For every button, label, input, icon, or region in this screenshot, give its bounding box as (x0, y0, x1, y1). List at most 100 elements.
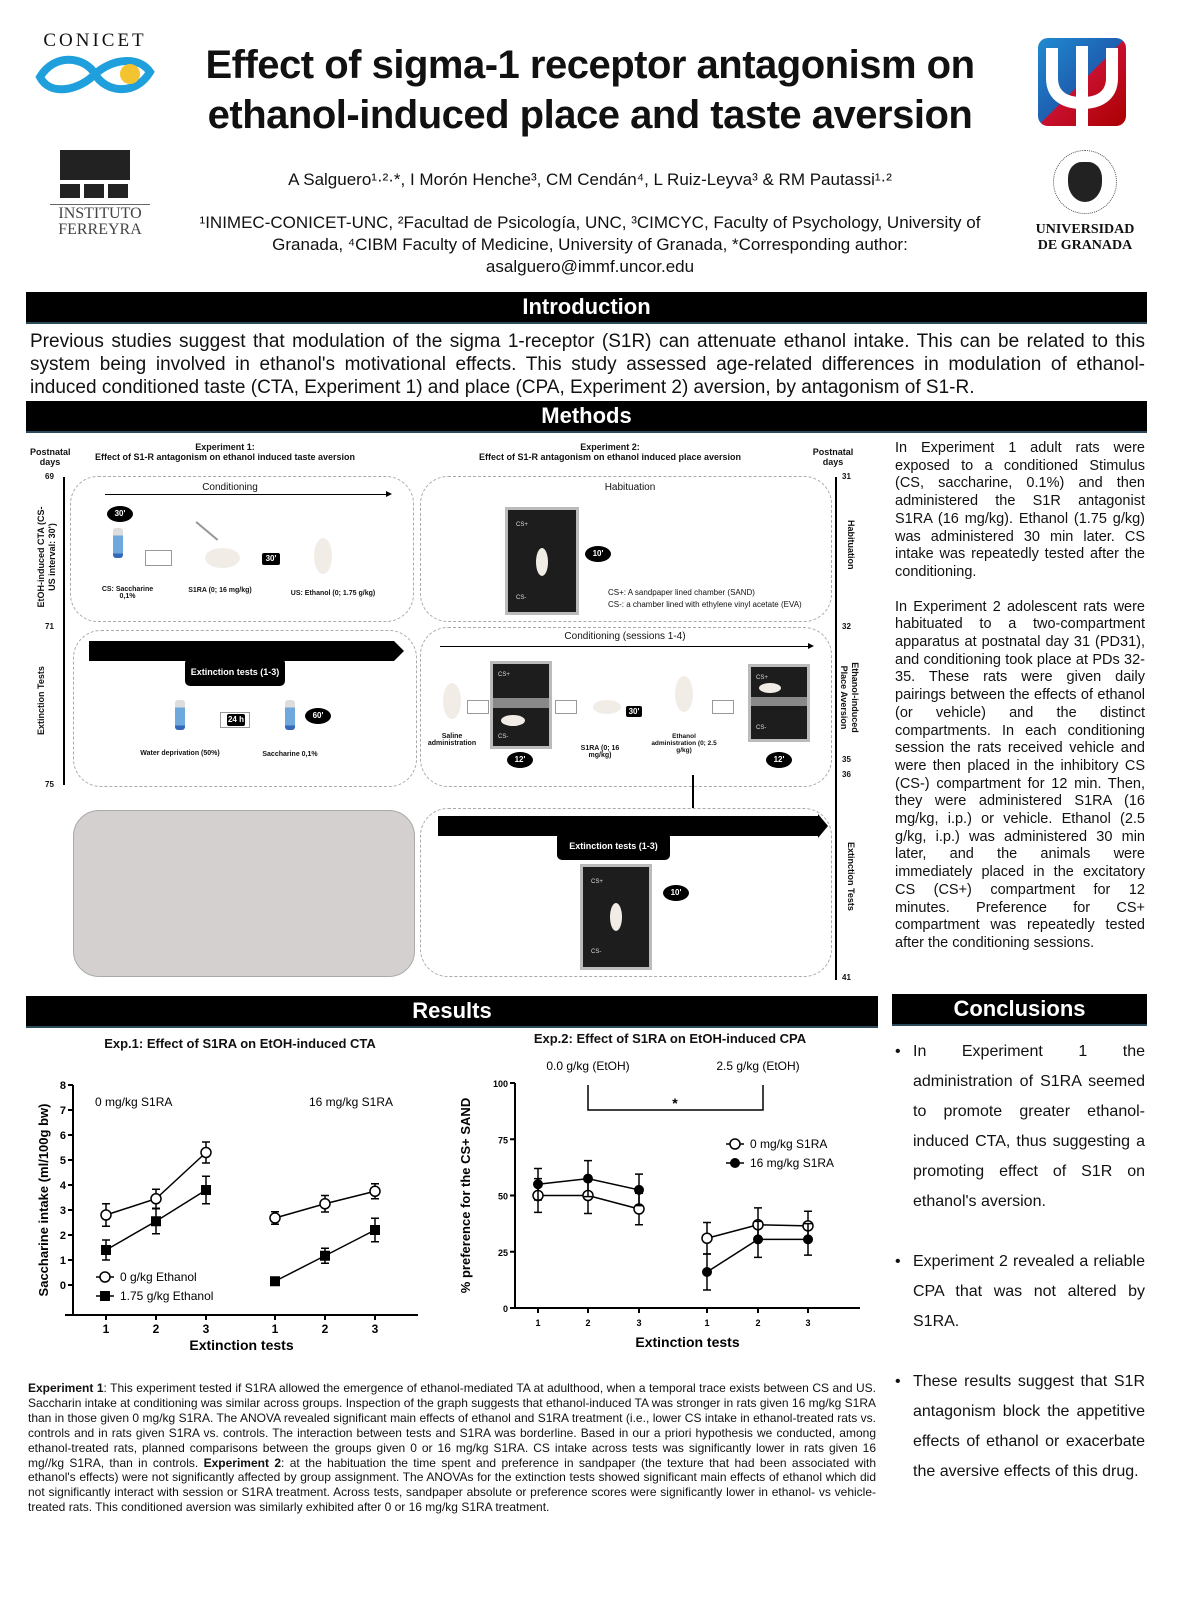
exp1-header: Experiment 1: Effect of S1-R antagonism … (80, 442, 370, 462)
psi-icon (1046, 46, 1118, 126)
cs-minus-description: CS-: a chamber lined with ethylene vinyl… (608, 600, 802, 609)
ferreyra-text-2: FERREYRA (58, 221, 142, 238)
chart2-title: Exp.2: Effect of S1RA on EtOH-induced CP… (533, 1031, 807, 1046)
day-75: 75 (45, 780, 54, 789)
chart2-x-tick-label: 1 (704, 1318, 709, 1328)
chart1-y-tick-label: 6 (60, 1130, 66, 1142)
exp1-extinction-label: Extinction tests (1-3) (185, 658, 285, 686)
introduction-text: Previous studies suggest that modulation… (30, 331, 1145, 398)
rat-icon (610, 903, 622, 931)
s1ra-label: S1RA (0; 16 mg/kg) (188, 587, 252, 594)
chart2-group-label: 2.5 g/kg (EtOH) (716, 1059, 799, 1073)
habituation-label: Habituation (604, 482, 656, 493)
chart2-y-label: % preference for the CS+ SAND (458, 1098, 473, 1293)
time-pill-30: 30' (626, 706, 642, 717)
time-pill-10: 10' (663, 885, 689, 901)
results-heading: Results (26, 996, 878, 1028)
conclusion-item: These results suggest that S1R antagonis… (895, 1367, 1145, 1487)
exp2-extinction-label: Extinction tests (1-3) (557, 832, 670, 860)
saccharine-label: Saccharine 0,1% (262, 751, 318, 758)
water-deprivation-label: Water deprivation (50%) (140, 750, 220, 757)
chart1-data-point (200, 1146, 212, 1159)
time-pill-30: 30' (107, 506, 133, 522)
place-chamber: CS+ CS- (580, 864, 652, 970)
ugr-seal-icon (1053, 150, 1117, 214)
chart1-data-point (151, 1216, 161, 1227)
exp1-subtitle: Effect of S1-R antagonism on ethanol ind… (94, 452, 356, 462)
results-exp2-text: : at the habituation the time spent and … (28, 1455, 877, 1515)
chart2-data-point (702, 1267, 712, 1277)
place-chamber: CS+ CS- (490, 661, 552, 749)
arrow-icon (712, 700, 734, 714)
cs-plus-tag: CS+ (498, 672, 510, 678)
exp2-timeline (835, 477, 837, 980)
chart1-data-point (201, 1185, 211, 1195)
significance-star: * (672, 1095, 678, 1111)
exp2-conditioning-box (420, 627, 832, 787)
chart2-data-point (533, 1179, 543, 1190)
chart1-data-point (100, 1209, 112, 1221)
results-exp1-label: Experiment 1 (28, 1381, 104, 1395)
place-chamber: CS+ CS- (748, 664, 810, 742)
chart2-y-tick-label: 75 (498, 1135, 508, 1145)
cs-plus-description: CS+: A sandpaper lined chamber (SAND) (608, 588, 755, 597)
ferreyra-text-1: INSTITUTO (58, 205, 142, 222)
chart2-legend-label: 0 mg/kg S1RA (750, 1137, 827, 1151)
chart1-y-tick-label: 2 (60, 1230, 66, 1242)
chart1-legend-marker (100, 1291, 110, 1301)
rat-supine-icon (314, 538, 332, 574)
methods-heading: Methods (26, 401, 1147, 433)
time-pill-60: 60' (305, 708, 331, 724)
chart1-y-tick-label: 0 (60, 1280, 66, 1292)
chart2-x-tick-label: 3 (805, 1318, 810, 1328)
extinction-arrow (438, 816, 818, 836)
exp2-subtitle: Effect of S1-R antagonism on ethanol ind… (478, 452, 742, 462)
exp2-title: Experiment 2: (580, 442, 640, 452)
exp2-habituation-box (420, 476, 832, 622)
day-41: 41 (842, 973, 851, 982)
us-ethanol-label: US: Ethanol (0; 1.75 g/kg) (290, 590, 376, 597)
chart1-legend-label: 1.75 g/kg Ethanol (120, 1289, 213, 1303)
conicet-infinity-icon (35, 55, 155, 94)
chart2-x-tick-label: 2 (585, 1318, 590, 1328)
time-pill-12: 12' (507, 752, 533, 768)
chart1-data-point (270, 1276, 280, 1287)
exp2-header: Experiment 2: Effect of S1-R antagonism … (460, 442, 760, 462)
chart1-y-tick-label: 1 (60, 1255, 66, 1267)
cs-minus-tag: CS- (756, 725, 767, 731)
cs-saccharine-label: CS: Saccharine 0,1% (101, 586, 154, 600)
day-71: 71 (45, 622, 54, 631)
conclusions-heading: Conclusions (892, 994, 1147, 1026)
chart2-data-point (634, 1184, 644, 1195)
exp1-conditioning-box (70, 476, 414, 622)
poster-title: Effect of sigma-1 receptor antagonism on… (180, 40, 1000, 140)
chart1-data-point (319, 1198, 331, 1210)
bottle-icon (285, 700, 295, 730)
title-line-2: ethanol-induced place and taste aversion (207, 93, 973, 137)
time-pill-30-interval: 30' (262, 553, 280, 565)
cs-plus-tag: CS+ (591, 879, 603, 885)
conclusions-list: In Experiment 1 the administration of S1… (895, 1037, 1145, 1517)
methods-text-exp1: In Experiment 1 adult rats were exposed … (895, 440, 1145, 580)
cs-minus-tag: CS- (591, 949, 602, 955)
chart2-x-label: Extinction tests (635, 1334, 739, 1350)
empty-placeholder-box (73, 810, 415, 977)
cs-minus-tag: CS- (516, 595, 527, 601)
chart1-x-tick-label: 2 (322, 1322, 329, 1336)
cs-minus-tag: CS- (498, 734, 509, 740)
cs-plus-tag: CS+ (516, 522, 528, 528)
chart2-legend-marker (729, 1138, 741, 1150)
chart2-y-tick-label: 0 (503, 1304, 508, 1314)
chart2-x-tick-label: 3 (636, 1318, 641, 1328)
ugr-text-2: DE GRANADA (1037, 238, 1133, 253)
instituto-ferreyra-logo: INSTITUTO FERREYRA (50, 150, 150, 238)
chart1-y-tick-label: 4 (60, 1180, 67, 1192)
significance-bracket (587, 1085, 764, 1111)
conclusion-item: Experiment 2 revealed a reliable CPA tha… (895, 1247, 1145, 1337)
exp2-extinction-box (420, 808, 832, 977)
chart2-y-tick-label: 100 (493, 1079, 508, 1089)
chart2-y-tick-label: 25 (498, 1248, 508, 1258)
day-32: 32 (842, 622, 851, 631)
day-36: 36 (842, 770, 851, 779)
